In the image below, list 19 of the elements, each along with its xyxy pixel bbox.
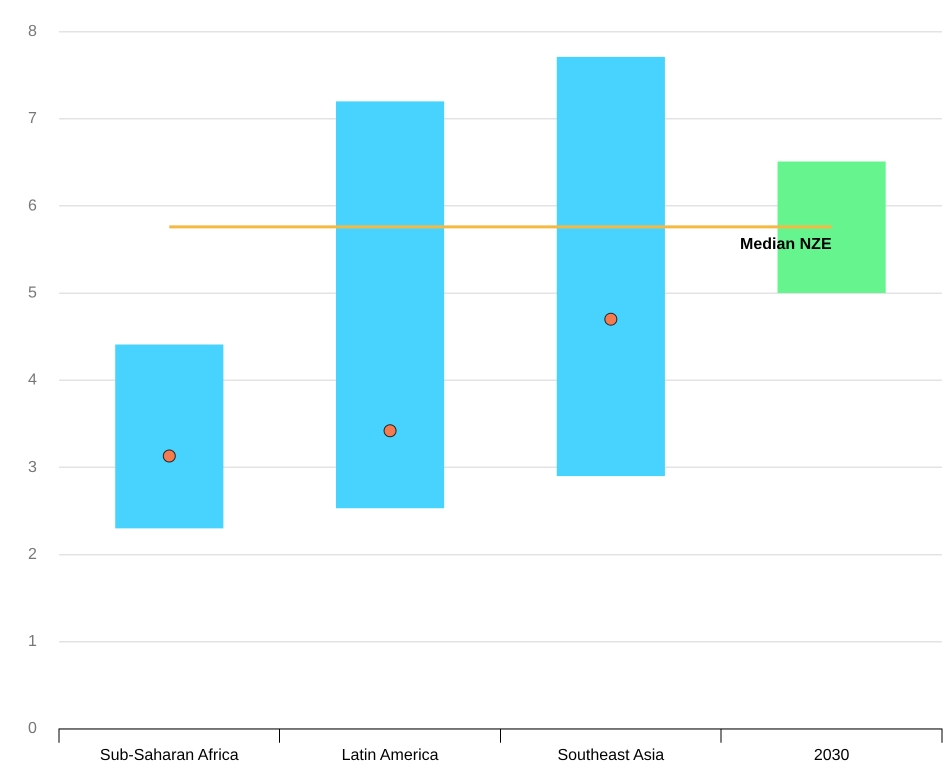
x-tick-label: 2030 <box>814 746 850 764</box>
y-tick-label: 6 <box>28 197 37 214</box>
y-tick-label: 4 <box>28 372 37 389</box>
y-tick-label: 5 <box>28 284 37 302</box>
point <box>384 424 397 438</box>
bar <box>115 344 224 528</box>
point <box>604 312 618 326</box>
y-tick-label: 1 <box>28 633 37 650</box>
x-tick-label: Sub-Saharan Africa <box>100 746 239 764</box>
y-tick-label: 0 <box>28 720 37 738</box>
y-tick-label: 8 <box>28 23 37 40</box>
y-tick-label: 2 <box>28 546 37 563</box>
bar <box>556 56 665 476</box>
y-tick-label: 7 <box>28 110 37 128</box>
y-tick-label: 3 <box>28 458 37 476</box>
x-tick-label: Southeast Asia <box>557 746 664 764</box>
x-tick-label: Latin America <box>342 746 439 764</box>
bar <box>336 101 444 508</box>
point <box>162 450 176 463</box>
